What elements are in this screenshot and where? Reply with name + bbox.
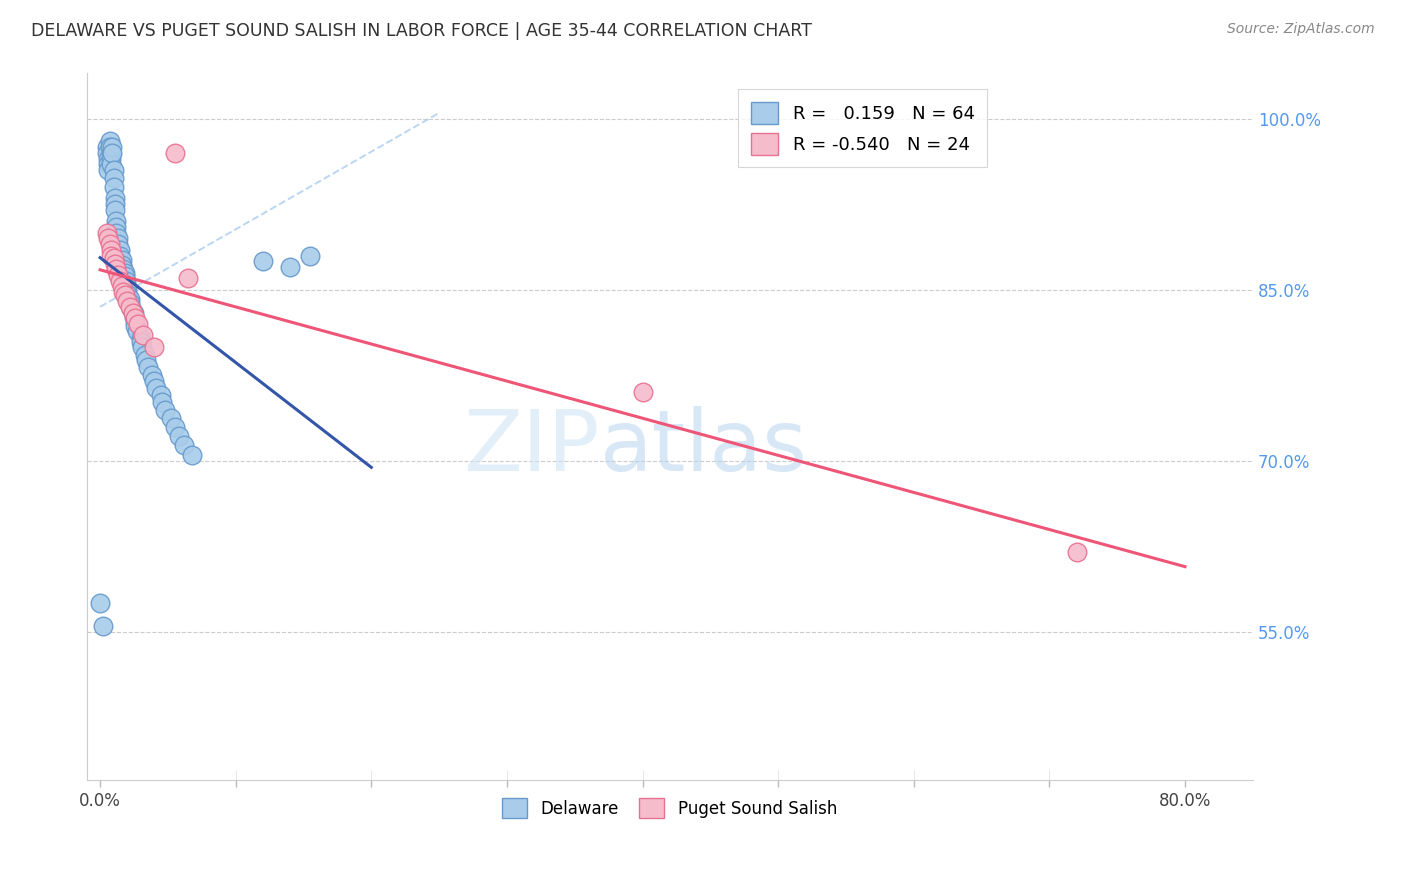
Point: [115, 278, 138, 293]
Point: [120, 301, 142, 315]
Point: [143, 340, 166, 354]
Point: [98, 237, 121, 252]
Point: [127, 317, 149, 331]
Point: [100, 243, 122, 257]
Point: [145, 381, 167, 395]
Point: [91, 619, 114, 633]
Point: [100, 248, 122, 262]
Point: [111, 253, 134, 268]
Point: [100, 152, 122, 166]
Point: [115, 283, 138, 297]
Point: [96, 145, 118, 160]
Point: [159, 410, 181, 425]
Point: [173, 438, 195, 452]
Point: [118, 300, 141, 314]
Point: [122, 310, 145, 325]
Point: [104, 192, 127, 206]
Point: [104, 202, 127, 217]
Point: [107, 231, 129, 245]
Point: [631, 385, 654, 400]
Point: [98, 135, 121, 149]
Point: [103, 170, 125, 185]
Point: [118, 296, 141, 310]
Point: [103, 251, 125, 265]
Point: [124, 315, 146, 329]
Point: [115, 294, 138, 309]
Point: [177, 271, 200, 285]
Point: [150, 387, 173, 401]
Point: [97, 152, 120, 166]
Point: [115, 274, 138, 288]
Point: [163, 145, 186, 160]
Point: [143, 374, 166, 388]
Point: [107, 237, 129, 252]
Point: [101, 145, 124, 160]
Point: [114, 266, 136, 280]
Point: [100, 157, 122, 171]
Point: [114, 268, 136, 283]
Point: [129, 331, 152, 345]
Point: [141, 368, 163, 383]
Point: [97, 231, 120, 245]
Point: [153, 402, 176, 417]
Point: [122, 305, 145, 319]
Point: [98, 140, 121, 154]
Point: [112, 262, 135, 277]
Point: [112, 285, 135, 299]
Point: [107, 268, 129, 282]
Point: [110, 243, 132, 257]
Text: Source: ZipAtlas.com: Source: ZipAtlas.com: [1227, 22, 1375, 37]
Point: [1066, 545, 1088, 559]
Point: [96, 226, 118, 240]
Point: [299, 248, 322, 262]
Point: [134, 348, 156, 362]
Point: [115, 287, 138, 301]
Text: ZIP: ZIP: [463, 407, 600, 490]
Point: [104, 197, 127, 211]
Point: [114, 288, 136, 302]
Legend: Delaware, Puget Sound Salish: Delaware, Puget Sound Salish: [496, 791, 844, 825]
Point: [103, 163, 125, 178]
Point: [105, 214, 128, 228]
Point: [125, 324, 148, 338]
Point: [97, 163, 120, 178]
Point: [103, 180, 125, 194]
Point: [135, 353, 157, 368]
Text: DELAWARE VS PUGET SOUND SALISH IN LABOR FORCE | AGE 35-44 CORRELATION CHART: DELAWARE VS PUGET SOUND SALISH IN LABOR …: [31, 22, 811, 40]
Point: [132, 328, 155, 343]
Point: [124, 311, 146, 326]
Point: [252, 254, 274, 268]
Point: [89, 597, 111, 611]
Point: [97, 157, 120, 171]
Point: [105, 262, 128, 277]
Point: [136, 360, 159, 375]
Text: atlas: atlas: [600, 407, 807, 490]
Point: [152, 394, 174, 409]
Point: [105, 219, 128, 234]
Point: [110, 274, 132, 288]
Point: [100, 145, 122, 160]
Point: [278, 260, 301, 274]
Point: [111, 258, 134, 272]
Point: [129, 335, 152, 350]
Point: [105, 226, 128, 240]
Point: [96, 140, 118, 154]
Point: [110, 248, 132, 262]
Point: [111, 279, 134, 293]
Point: [163, 419, 186, 434]
Point: [118, 292, 141, 306]
Point: [104, 256, 127, 270]
Point: [167, 429, 190, 443]
Point: [124, 319, 146, 334]
Point: [101, 140, 124, 154]
Point: [121, 305, 143, 319]
Point: [181, 448, 204, 462]
Point: [131, 340, 153, 354]
